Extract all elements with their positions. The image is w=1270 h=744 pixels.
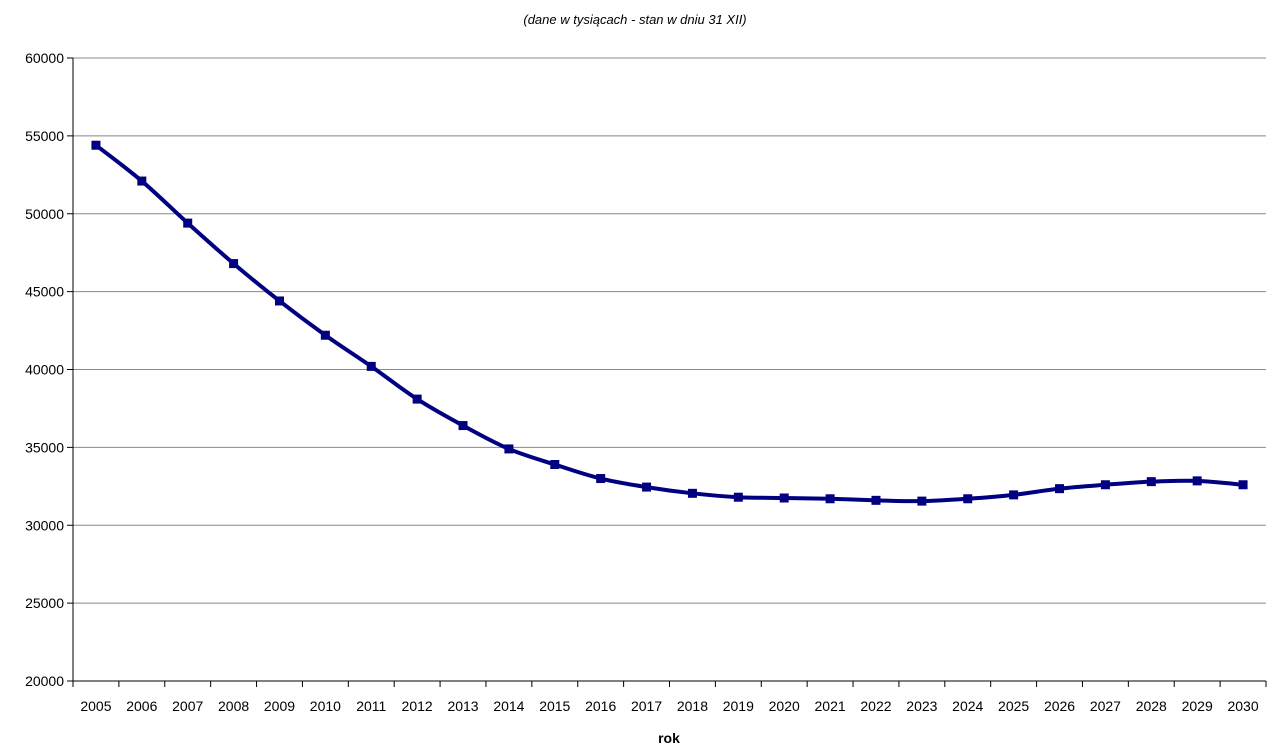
x-tick-label: 2028 [1136, 698, 1167, 714]
data-point-marker [1192, 476, 1202, 486]
x-tick-label: 2016 [585, 698, 616, 714]
x-tick-label: 2017 [631, 698, 662, 714]
x-tick-label: 2012 [402, 698, 433, 714]
x-tick-label: 2006 [126, 698, 157, 714]
x-tick-label: 2019 [723, 698, 754, 714]
data-point-marker [917, 496, 927, 506]
data-point-marker [1009, 490, 1019, 500]
x-tick-label: 2029 [1182, 698, 1213, 714]
x-tick-label: 2005 [80, 698, 111, 714]
data-point-marker [91, 140, 101, 150]
data-point-marker [596, 474, 606, 484]
y-tick-label: 20000 [25, 673, 64, 689]
x-tick-label: 2014 [493, 698, 524, 714]
data-point-marker [366, 361, 376, 371]
chart-subtitle: (dane w tysiącach - stan w dniu 31 XII) [523, 12, 747, 27]
x-tick-label: 2022 [860, 698, 891, 714]
x-tick-label: 2013 [447, 698, 478, 714]
x-tick-label: 2020 [769, 698, 800, 714]
data-point-marker [1238, 480, 1248, 490]
data-point-marker [458, 421, 468, 431]
y-tick-label: 35000 [25, 439, 64, 455]
gridlines [73, 57, 1266, 604]
y-tick-label: 30000 [25, 517, 64, 533]
data-point-marker [412, 394, 422, 404]
data-point-marker [871, 495, 881, 505]
data-point-marker [183, 218, 193, 228]
x-tick-labels: 2005 2006 2007 2008 2009 2010 2011 2012 2013 2014… [80, 698, 1258, 714]
series [91, 140, 1248, 506]
x-axis-title: rok [658, 730, 680, 744]
x-tick-label: 2027 [1090, 698, 1121, 714]
x-tick-label: 2023 [906, 698, 937, 714]
x-tick-label: 2015 [539, 698, 570, 714]
x-tick-label: 2026 [1044, 698, 1075, 714]
data-point-marker [1100, 480, 1110, 490]
y-tick-label: 55000 [25, 128, 64, 144]
y-tick-label: 50000 [25, 206, 64, 222]
y-tick-label: 40000 [25, 362, 64, 378]
x-tick-label: 2009 [264, 698, 295, 714]
data-point-marker [687, 488, 697, 498]
x-tick-label: 2010 [310, 698, 341, 714]
x-tick-label: 2024 [952, 698, 983, 714]
data-point-marker [963, 494, 973, 504]
x-tick-label: 2011 [356, 698, 386, 714]
data-point-marker [550, 460, 560, 470]
data-point-marker [229, 259, 239, 269]
y-tick-label: 25000 [25, 595, 64, 611]
data-point-marker [779, 493, 789, 503]
y-tick-label: 45000 [25, 284, 64, 300]
axes [67, 57, 1267, 687]
y-tick-labels: 20000 25000 30000 35000 40000 45000 50000 55000… [25, 50, 64, 689]
data-point-marker [504, 444, 514, 454]
x-tick-label: 2018 [677, 698, 708, 714]
data-point-marker [320, 330, 330, 340]
data-point-marker [825, 494, 835, 504]
data-point-marker [1146, 477, 1156, 487]
y-tick-label: 60000 [25, 50, 64, 66]
x-tick-label: 2008 [218, 698, 249, 714]
x-tick-label: 2007 [172, 698, 203, 714]
x-tick-label: 2030 [1227, 698, 1258, 714]
x-tick-label: 2025 [998, 698, 1029, 714]
data-point-marker [137, 176, 147, 186]
data-point-marker [642, 482, 652, 492]
data-point-marker [274, 296, 284, 306]
x-tick-label: 2021 [815, 698, 846, 714]
data-point-marker [733, 492, 743, 502]
data-point-marker [1055, 484, 1065, 494]
